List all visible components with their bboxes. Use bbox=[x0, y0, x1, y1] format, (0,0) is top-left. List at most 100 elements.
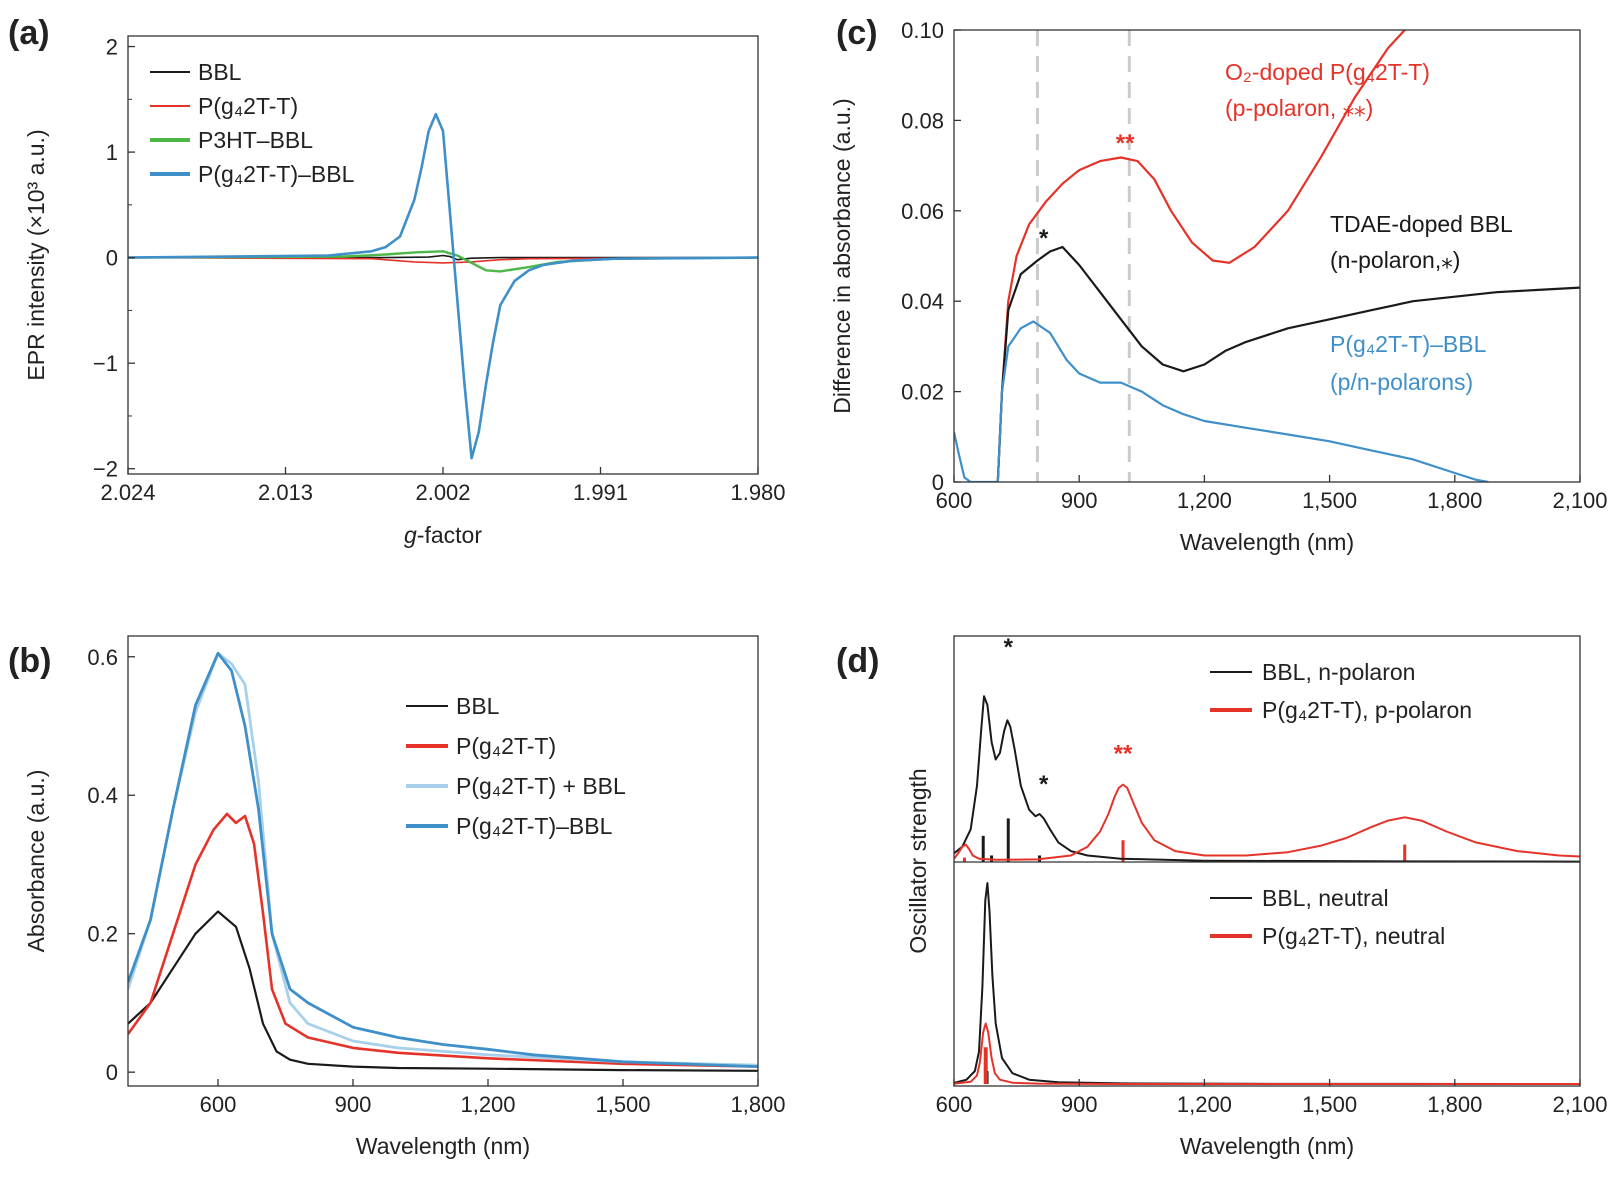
series-line-c-0 bbox=[996, 30, 1407, 482]
series-group-a bbox=[128, 112, 758, 460]
x-tick-label: 900 bbox=[1061, 488, 1098, 513]
y-tick-label: 0.2 bbox=[87, 922, 118, 947]
y-tick-label: 0.08 bbox=[901, 108, 944, 133]
legend-label-d-bottom: BBL, neutral bbox=[1262, 885, 1389, 911]
x-tick-label: 1,500 bbox=[595, 1092, 650, 1117]
peak-star-marker: ** bbox=[1116, 130, 1135, 157]
x-tick-label: 1.991 bbox=[573, 480, 628, 505]
series-line-a-1 bbox=[128, 256, 758, 264]
legend-label-a: P(g₄2T-T) bbox=[198, 93, 298, 119]
x-axis-label-italic: g bbox=[404, 522, 417, 548]
panel-label-d: (d) bbox=[836, 642, 879, 680]
x-tick-label: 1,800 bbox=[1427, 1092, 1482, 1117]
y-axis-label-d: Oscillator strength bbox=[905, 768, 931, 953]
legend-label-b: BBL bbox=[456, 693, 500, 719]
panel-c: (c) 600 900 1,200 1,500 1,800 2,100 0 0.02 0.04 0.… bbox=[829, 14, 1608, 555]
series-line-b-2 bbox=[128, 651, 758, 1067]
series-line-c-2 bbox=[954, 320, 1489, 482]
x-tick-label: 2.002 bbox=[415, 480, 470, 505]
series-line-a-2 bbox=[128, 250, 758, 273]
x-tick-label: 2.024 bbox=[100, 480, 155, 505]
x-tick-label: 1,200 bbox=[1177, 1092, 1232, 1117]
x-axis-label-c: Wavelength (nm) bbox=[1180, 529, 1354, 555]
series-group-d bbox=[954, 695, 1580, 1085]
plot-frame-d bbox=[953, 635, 1581, 1087]
x-tick-label: 1,200 bbox=[460, 1092, 515, 1117]
legend-label-b: P(g₄2T-T) bbox=[456, 733, 556, 759]
legend-label-a: BBL bbox=[198, 59, 242, 85]
x-tick-label: 900 bbox=[335, 1092, 372, 1117]
plot-frame-c bbox=[953, 29, 1581, 483]
x-tick-label: 1,500 bbox=[1302, 488, 1357, 513]
panel-d: (d)600 900 1,200 1,500 1,800 2,100****BBL, n-… bbox=[836, 634, 1608, 1159]
legend-label-d-top: BBL, n-polaron bbox=[1262, 659, 1415, 685]
panel-label-b: (b) bbox=[8, 642, 51, 680]
series-line-c-1 bbox=[996, 245, 1580, 482]
y-tick-label: 0.06 bbox=[901, 199, 944, 224]
y-axis-label-c: Difference in absorbance (a.u.) bbox=[829, 98, 855, 413]
x-tick-label: 2.013 bbox=[258, 480, 313, 505]
y-tick-label: −2 bbox=[93, 457, 118, 482]
y-tick-label: 1 bbox=[106, 140, 118, 165]
x-tick-label: 600 bbox=[936, 488, 973, 513]
y-axis-label-a: EPR intensity (×10³ a.u.) bbox=[23, 129, 49, 380]
panel-b: (b) 600 900 1,200 1,500 1,800 0 0.2 0.4 0.6 BBL P(g… bbox=[8, 635, 786, 1159]
legend-label-d-top: P(g₄2T-T), p-polaron bbox=[1262, 697, 1472, 723]
legend-label-b: P(g₄2T-T)–BBL bbox=[456, 813, 613, 839]
legend-label-d-bottom: P(g₄2T-T), neutral bbox=[1262, 923, 1445, 949]
y-tick-label: 0 bbox=[932, 470, 944, 495]
x-tick-label: 1.980 bbox=[730, 480, 785, 505]
y-tick-label: 0.10 bbox=[901, 18, 944, 43]
peak-star-marker: ** bbox=[1114, 741, 1133, 768]
x-tick-label: 600 bbox=[936, 1092, 973, 1117]
x-tick-label: 600 bbox=[200, 1092, 237, 1117]
series-line-d-top-0 bbox=[954, 695, 1580, 863]
series-line-a-3 bbox=[128, 112, 758, 460]
series-line-d-bot-1 bbox=[954, 1022, 1580, 1085]
series-annotation-c: O₂-doped P(g₄2T-T) bbox=[1225, 59, 1430, 85]
plot-frame-b bbox=[127, 635, 759, 1087]
peak-star-marker: * bbox=[1004, 634, 1014, 661]
series-line-b-1 bbox=[128, 812, 758, 1068]
y-tick-label: 0.02 bbox=[901, 380, 944, 405]
series-line-a-0 bbox=[128, 254, 758, 261]
peak-star-marker: * bbox=[1039, 771, 1049, 798]
series-annotation-c: TDAE-doped BBL bbox=[1330, 211, 1513, 237]
x-axis-label-a: g-factor bbox=[404, 522, 482, 548]
series-line-b-0 bbox=[128, 910, 758, 1072]
x-axis-label-d: Wavelength (nm) bbox=[1180, 1133, 1354, 1159]
y-tick-label: 0.6 bbox=[87, 645, 118, 670]
panel-label-a: (a) bbox=[8, 14, 50, 52]
y-axis-label-b: Absorbance (a.u.) bbox=[23, 770, 49, 953]
y-tick-label: 0 bbox=[106, 1060, 118, 1085]
y-tick-label: 0.4 bbox=[87, 783, 118, 808]
legend-label-b: P(g₄2T-T) + BBL bbox=[456, 773, 626, 799]
series-group-c bbox=[954, 30, 1580, 482]
panel-label-c: (c) bbox=[836, 14, 878, 52]
x-tick-label: 1,800 bbox=[730, 1092, 785, 1117]
series-annotation-c: (p-polaron, ⁎⁎) bbox=[1225, 95, 1373, 121]
x-tick-label: 2,100 bbox=[1552, 488, 1607, 513]
x-axis-label-rest: -factor bbox=[417, 522, 483, 548]
series-line-b-3 bbox=[128, 651, 758, 1068]
series-annotation-c: (p/n-polarons) bbox=[1330, 369, 1473, 395]
y-tick-label: 0 bbox=[106, 246, 118, 271]
series-group-b bbox=[128, 651, 758, 1072]
series-annotation-c: P(g₄2T-T)–BBL bbox=[1330, 331, 1487, 357]
x-tick-label: 1,200 bbox=[1177, 488, 1232, 513]
y-tick-label: 2 bbox=[106, 35, 118, 60]
legend-label-a: P3HT–BBL bbox=[198, 127, 313, 153]
x-tick-label: 2,100 bbox=[1552, 1092, 1607, 1117]
panel-a: (a) 2.024 2.013 2.002 1.991 1.980 2 1 0 −1 −2 BBL P(… bbox=[8, 14, 786, 548]
y-tick-label: 0.04 bbox=[901, 289, 944, 314]
x-axis-label-b: Wavelength (nm) bbox=[356, 1133, 530, 1159]
x-tick-label: 1,800 bbox=[1427, 488, 1482, 513]
y-tick-label: −1 bbox=[93, 351, 118, 376]
peak-star-marker: * bbox=[1039, 225, 1049, 252]
legend-label-a: P(g₄2T-T)–BBL bbox=[198, 161, 355, 187]
series-line-d-top-1 bbox=[954, 783, 1580, 861]
x-tick-label: 900 bbox=[1061, 1092, 1098, 1117]
x-tick-label: 1,500 bbox=[1302, 1092, 1357, 1117]
series-annotation-c: (n-polaron,⁎) bbox=[1330, 247, 1460, 273]
